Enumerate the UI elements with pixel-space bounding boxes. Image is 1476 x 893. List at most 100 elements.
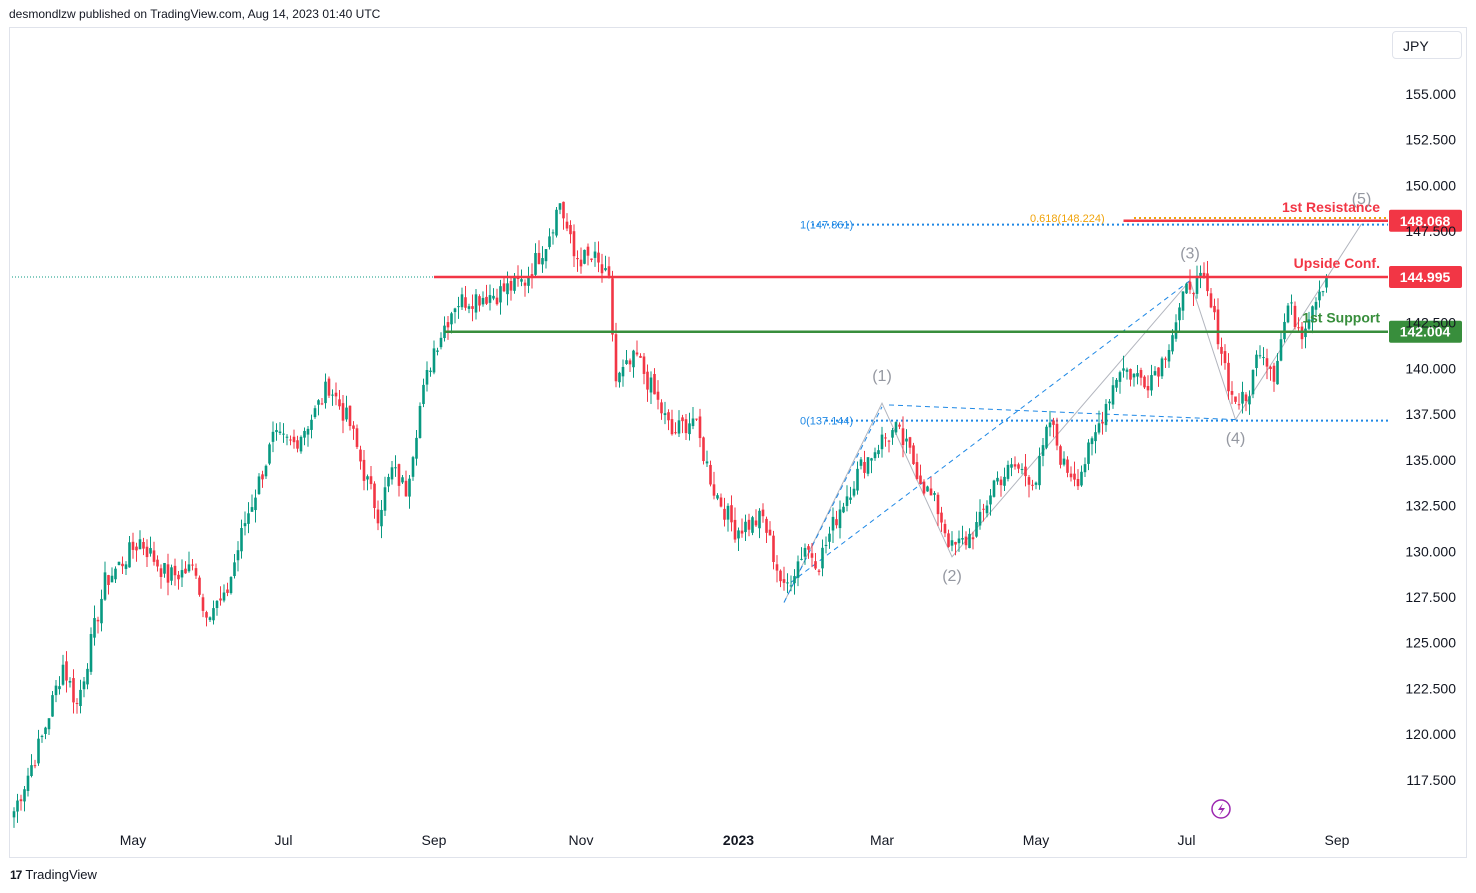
y-tick-label: 142.500	[1405, 315, 1456, 331]
candle	[408, 474, 411, 509]
candle-body	[800, 558, 803, 560]
candle	[716, 493, 719, 501]
candle	[117, 561, 121, 566]
candle-body	[383, 487, 387, 511]
candle	[334, 382, 338, 406]
x-tick-label: May	[1023, 832, 1049, 848]
candle-body	[1290, 302, 1293, 304]
channel-line	[888, 404, 1236, 421]
candle	[1034, 481, 1038, 490]
candle	[544, 248, 548, 269]
candle	[1059, 444, 1062, 469]
candle	[1185, 282, 1188, 295]
candle-body	[1132, 373, 1136, 378]
candle-body	[814, 561, 817, 569]
candle-body	[726, 505, 730, 520]
candle	[187, 551, 191, 573]
candle	[887, 439, 891, 453]
candle-body	[1297, 327, 1300, 329]
candle-body	[621, 366, 625, 377]
candle-body	[240, 528, 243, 552]
candle	[754, 509, 758, 528]
candle	[751, 515, 754, 536]
candle	[1038, 447, 1041, 490]
candle	[660, 399, 663, 420]
candle	[663, 401, 667, 425]
candle	[614, 322, 618, 388]
candle	[1111, 376, 1115, 409]
candle-body	[415, 437, 418, 459]
candle-body	[744, 521, 747, 533]
candle-body	[33, 765, 37, 767]
candle	[1097, 410, 1101, 435]
candle-body	[306, 428, 310, 435]
candle	[831, 507, 835, 543]
candle	[1020, 463, 1024, 475]
candle	[1104, 399, 1108, 432]
candle-body	[663, 413, 667, 416]
candle	[478, 294, 481, 312]
candle-body	[380, 509, 383, 527]
candle	[467, 303, 471, 314]
candle	[551, 229, 555, 245]
candle	[1171, 329, 1174, 355]
candle	[40, 734, 44, 743]
candle	[978, 499, 982, 530]
candle	[569, 220, 572, 244]
candle-body	[187, 564, 191, 572]
lightning-icon[interactable]	[1211, 799, 1231, 819]
candle	[856, 461, 859, 495]
candle	[943, 519, 947, 538]
candle	[275, 423, 278, 441]
candle-body	[961, 538, 964, 540]
tradingview-logo[interactable]: 17 TradingView	[10, 867, 97, 882]
candle	[684, 414, 688, 440]
candle	[268, 442, 271, 466]
candle-body	[107, 575, 110, 586]
currency-selector[interactable]: JPY	[1392, 31, 1462, 59]
candle	[19, 794, 23, 811]
candle	[1241, 381, 1244, 414]
candle	[604, 255, 607, 272]
candle	[124, 561, 128, 576]
candle	[492, 288, 495, 301]
candle	[222, 584, 226, 603]
key-levels: 1st Resistance 148.068 Upside Conf. 144.995…	[434, 199, 1462, 343]
candle	[257, 473, 261, 495]
candle-body	[145, 546, 149, 558]
candle	[1223, 344, 1227, 370]
candle-body	[446, 322, 450, 328]
candle	[894, 421, 898, 435]
candle-body	[929, 488, 933, 496]
candle-body	[943, 523, 947, 534]
candle	[282, 423, 285, 443]
candle-body	[348, 405, 352, 427]
candle	[453, 307, 457, 324]
candle-body	[730, 505, 733, 523]
candle-body	[93, 618, 96, 638]
candle-body	[173, 565, 177, 576]
candle-body	[607, 266, 611, 276]
candle	[61, 654, 65, 686]
candle	[404, 470, 408, 497]
candle-body	[1150, 375, 1153, 391]
candle	[135, 542, 138, 562]
candle-body	[870, 458, 873, 461]
candle-body	[1318, 291, 1321, 301]
candle-body	[1195, 275, 1199, 294]
candle-body	[877, 450, 880, 455]
candle	[558, 203, 562, 215]
candle-body	[1311, 306, 1314, 323]
candle-body	[61, 664, 65, 685]
candle-body	[310, 419, 313, 430]
candle	[912, 442, 915, 466]
candle-body	[758, 510, 761, 529]
candle-body	[1164, 358, 1167, 360]
candle	[1069, 466, 1073, 482]
candle-body	[754, 520, 758, 526]
candle-body	[205, 612, 208, 618]
candle	[145, 539, 149, 567]
candle	[747, 513, 751, 537]
candle	[992, 479, 996, 498]
